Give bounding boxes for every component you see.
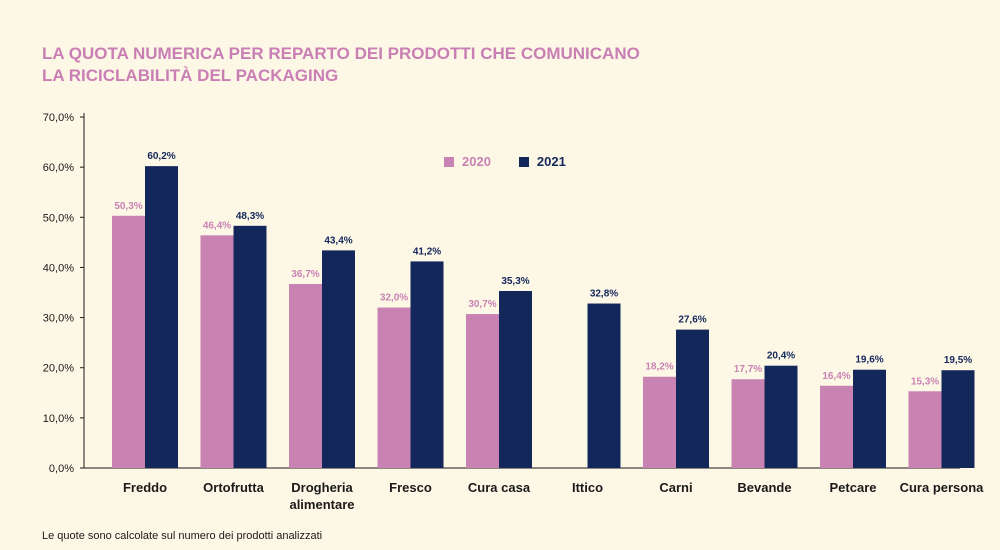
legend-item-2020: 2020	[444, 154, 491, 169]
chart-title-line-2: LA RICICLABILITÀ DEL PACKAGING	[42, 66, 339, 85]
y-tick-label: 20,0%	[43, 363, 74, 375]
x-tick-label-line: Bevande	[737, 480, 791, 495]
bar-2021	[145, 166, 178, 468]
x-tick-label-line: Drogheria	[291, 480, 353, 495]
data-label-2021: 43,4%	[324, 235, 352, 246]
data-label-2021: 19,6%	[855, 355, 883, 366]
bar-2020	[200, 235, 234, 468]
data-label-2020: 16,4%	[822, 371, 850, 382]
x-tick-label: Petcare	[830, 480, 877, 495]
x-tick-label: Ortofrutta	[203, 480, 264, 495]
data-label-2021: 60,2%	[147, 151, 175, 162]
bar-2020	[466, 314, 499, 468]
data-label-2021: 35,3%	[501, 276, 529, 287]
bar-2021	[233, 225, 267, 468]
x-tick-label-line: alimentare	[289, 497, 354, 512]
y-tick-label: 60,0%	[43, 162, 74, 174]
data-label-2021: 19,5%	[944, 355, 972, 366]
bar-2021	[587, 303, 621, 468]
x-tick-label-line: Cura persona	[900, 480, 985, 495]
bar-2020	[731, 379, 765, 468]
data-label-2020: 46,4%	[203, 220, 231, 231]
data-label-2020: 17,7%	[734, 364, 762, 375]
bar-2020	[112, 215, 145, 468]
y-tick-label: 30,0%	[43, 313, 74, 325]
x-tick-label-line: Carni	[659, 480, 692, 495]
data-label-2020: 15,3%	[911, 376, 939, 387]
y-tick-label: 50,0%	[43, 212, 74, 224]
legend-label-2020: 2020	[462, 154, 491, 169]
x-tick-label-line: Fresco	[389, 480, 432, 495]
x-tick-label: Carni	[659, 480, 692, 495]
x-tick-label: Drogheria alimentare	[289, 480, 354, 512]
x-tick-label: Bevande	[737, 480, 791, 495]
bar-2020	[289, 283, 322, 468]
data-label-2021: 20,4%	[767, 351, 795, 362]
data-label-2021: 41,2%	[413, 246, 441, 257]
footnote: Le quote sono calcolate sul numero dei p…	[42, 530, 323, 542]
y-tick-label: 70,0%	[43, 112, 74, 124]
y-tick-label: 40,0%	[43, 262, 74, 274]
x-tick-label: Cura casa	[468, 480, 531, 495]
x-tick-label-line: Ortofrutta	[203, 480, 264, 495]
bar-chart: 0,0% 10,0% 20,0% 30,0% 40,0% 50,0% 60,0% 70,0% 5…	[43, 112, 985, 512]
bar-2021	[499, 290, 532, 468]
x-tick-label-line: Ittico	[572, 480, 603, 495]
legend: 2020 2021	[444, 154, 566, 169]
bar-2021	[764, 365, 798, 468]
y-tick-label: 10,0%	[43, 413, 74, 425]
x-tick-label: Ittico	[572, 480, 603, 495]
bar-2021	[853, 369, 886, 468]
data-label-2021: 48,3%	[236, 211, 264, 222]
legend-label-2021: 2021	[536, 154, 566, 169]
bar-2020	[820, 385, 853, 468]
bar-2021	[676, 329, 709, 468]
data-label-2020: 32,0%	[380, 293, 408, 304]
bar-2020	[908, 391, 942, 468]
legend-swatch-2021	[518, 156, 529, 167]
bar-2021	[322, 250, 355, 468]
chart-title: LA QUOTA NUMERICA PER REPARTO DEI PRODOT…	[42, 43, 640, 87]
legend-item-2021: 2021	[518, 154, 566, 169]
x-tick-label-line: Cura casa	[468, 480, 531, 495]
x-tick-label: Fresco	[389, 480, 432, 495]
data-label-2020: 50,3%	[114, 201, 142, 212]
x-tick-label-line: Petcare	[830, 480, 877, 495]
x-tick-label: Cura persona	[900, 480, 985, 495]
chart-title-line-1: LA QUOTA NUMERICA PER REPARTO DEI PRODOT…	[42, 44, 640, 63]
data-label-2020: 36,7%	[291, 269, 319, 280]
x-tick-label-line: Freddo	[123, 480, 167, 495]
bar-2020	[643, 376, 676, 468]
data-label-2021: 32,8%	[590, 289, 618, 300]
legend-swatch-2020	[444, 156, 454, 167]
bar-2020	[377, 307, 411, 468]
y-tick-label: 0,0%	[49, 463, 74, 475]
bar-2021	[410, 261, 444, 468]
bar-2021	[941, 370, 975, 468]
data-label-2021: 27,6%	[678, 315, 706, 326]
data-label-2020: 30,7%	[468, 299, 496, 310]
x-tick-label: Freddo	[123, 480, 167, 495]
data-label-2020: 18,2%	[645, 362, 673, 373]
